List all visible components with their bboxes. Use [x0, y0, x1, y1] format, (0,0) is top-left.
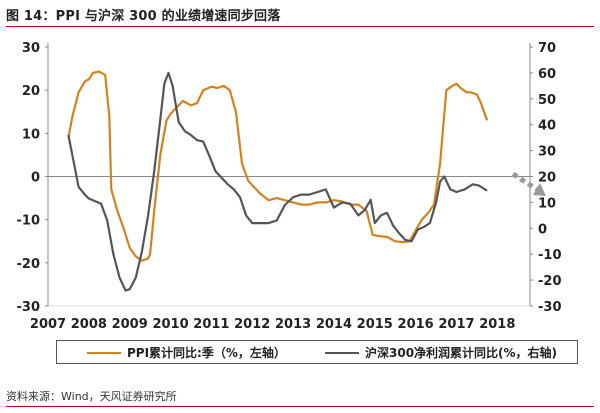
- right-tick-label: -20: [538, 274, 562, 289]
- legend-item-ppi: PPI累计同比:季（%，左轴）: [87, 344, 286, 361]
- right-tick-label: 0: [538, 222, 547, 237]
- arrow-head-icon: [533, 183, 546, 196]
- left-tick-label: -30: [17, 300, 41, 315]
- series-line-hs300: [67, 71, 488, 292]
- chart-legend: PPI累计同比:季（%，左轴） 沪深300净利润累计同比(%，右轴): [56, 340, 578, 364]
- x-axis-ticks: 2007 2008 2009 2010 2011 2012 2013 2014 2015 2016…: [30, 305, 530, 332]
- x-tick-label: 2014: [316, 317, 352, 332]
- right-tick-label: 40: [538, 119, 556, 134]
- x-tick-label: 2017: [438, 317, 474, 332]
- x-tick-label: 2011: [193, 317, 229, 332]
- series-line-ppi: [67, 70, 489, 262]
- right-tick-label: 20: [538, 171, 556, 186]
- left-tick-label: 30: [22, 41, 40, 56]
- legend-item-hs300: 沪深300净利润累计同比(%，右轴): [325, 344, 557, 361]
- x-tick-label: 2012: [234, 317, 270, 332]
- chart-plot-area: [47, 43, 531, 306]
- left-axis-ticks: 30 20 10 0 -10 -20 -30: [17, 41, 48, 315]
- legend-label-ppi: PPI累计同比:季（%，左轴）: [127, 346, 286, 360]
- legend-label-hs300: 沪深300净利润累计同比(%，右轴): [365, 346, 558, 360]
- x-tick-label: 2010: [152, 317, 188, 332]
- x-tick-label: 2018: [479, 317, 515, 332]
- left-tick-label: 10: [22, 127, 40, 142]
- left-tick-label: -20: [17, 257, 41, 272]
- right-tick-label: 60: [538, 67, 556, 82]
- x-tick-label: 2007: [30, 317, 66, 332]
- source-note: 资料来源：Wind，天风证券研究所: [6, 390, 177, 403]
- title-divider: [6, 26, 594, 27]
- right-axis-ticks: 70 60 50 40 30 20 10 0 -10 -20 -30: [530, 41, 562, 315]
- right-tick-label: 30: [538, 145, 556, 160]
- x-tick-label: 2015: [357, 317, 393, 332]
- left-tick-label: 0: [31, 171, 40, 186]
- trend-annotation: [511, 171, 546, 196]
- bottom-divider: [6, 406, 594, 407]
- x-tick-label: 2013: [275, 317, 311, 332]
- right-tick-label: -10: [538, 248, 562, 263]
- right-tick-label: -30: [538, 300, 562, 315]
- legend-swatch-ppi: [87, 351, 121, 354]
- right-tick-label: 70: [538, 41, 556, 56]
- x-tick-label: 2008: [71, 317, 107, 332]
- series-lines: [67, 70, 489, 292]
- right-tick-label: 10: [538, 196, 556, 211]
- left-tick-label: 20: [22, 84, 40, 99]
- legend-swatch-hs300: [325, 351, 359, 354]
- x-tick-label: 2009: [112, 317, 148, 332]
- arrow-shaft: [511, 171, 539, 192]
- left-tick-label: -10: [17, 214, 41, 229]
- chart-title: 图 14：PPI 与沪深 300 的业绩增速同步回落: [6, 9, 281, 24]
- x-tick-label: 2016: [398, 317, 434, 332]
- right-tick-label: 50: [538, 93, 556, 108]
